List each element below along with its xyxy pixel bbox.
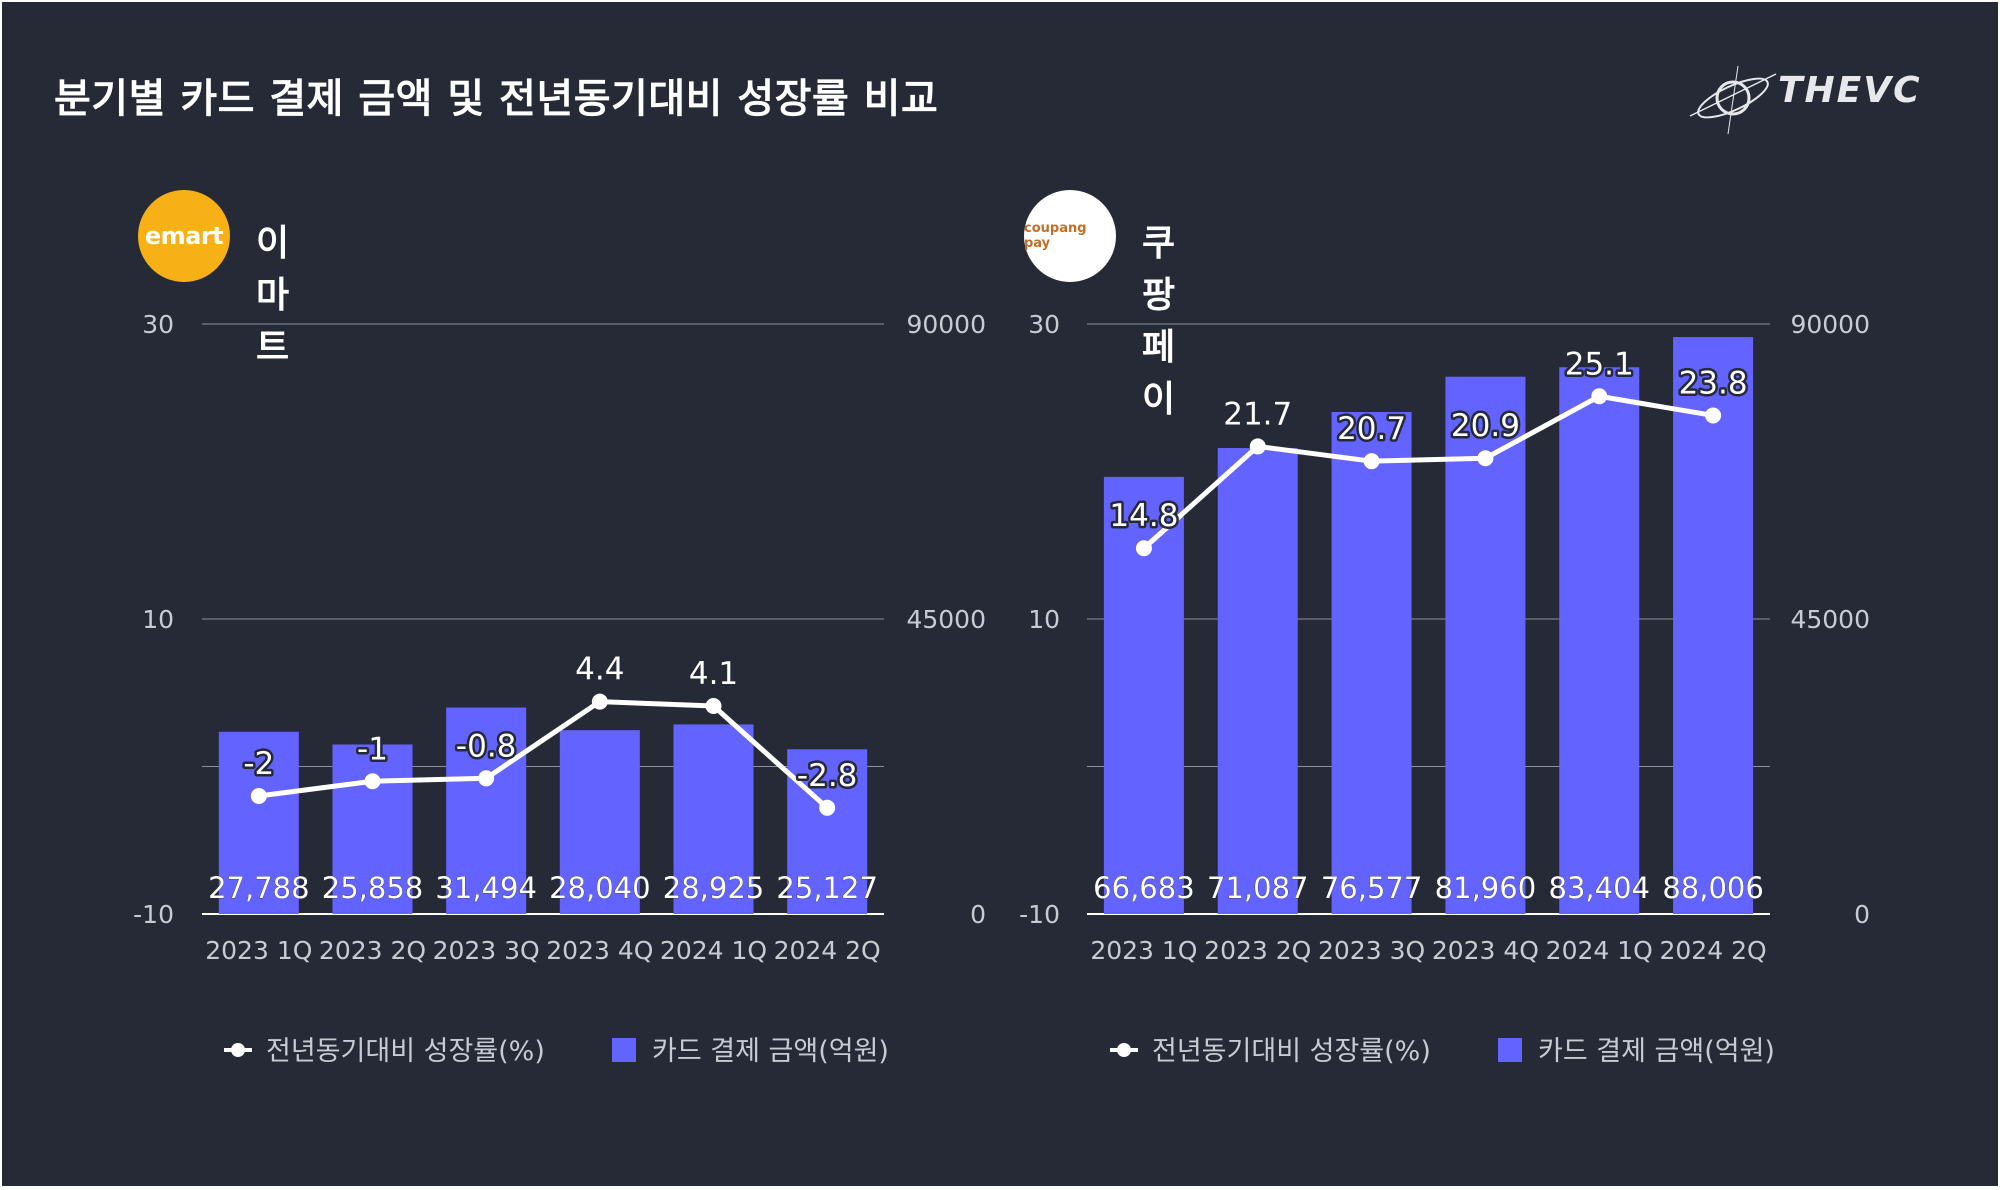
bar	[446, 707, 527, 914]
growth-value-label: -2	[243, 746, 274, 782]
growth-point	[1135, 540, 1152, 557]
legend-bar-swatch	[1498, 1038, 1522, 1062]
coupangpay-logo: coupang pay	[1024, 190, 1116, 282]
bar	[787, 749, 868, 914]
legend-bar-swatch	[612, 1038, 636, 1062]
growth-value-label: 20.7	[1337, 411, 1406, 447]
growth-point	[1477, 450, 1494, 467]
coupangpay-chart: 30 10 -10 90000 45000 0 66,683 71,087 76,577 81,9…	[1019, 310, 1870, 1067]
left-axis-tick: -10	[133, 900, 174, 929]
growth-value-label: 4.1	[689, 656, 738, 692]
growth-value-label: -2.8	[797, 758, 858, 794]
growth-point	[364, 773, 381, 790]
growth-value-label: 23.8	[1679, 365, 1748, 401]
x-category-label: 2024 1Q	[660, 936, 767, 965]
right-axis-tick: 0	[1854, 900, 1870, 929]
growth-point	[1363, 453, 1380, 470]
bar-value-label: 76,577	[1321, 871, 1422, 905]
emart-chart: 30 10 -10 90000 45000 0 27,788 25,858 31,494 28,0…	[133, 310, 986, 1067]
left-axis-tick: -10	[1019, 900, 1060, 929]
bar-value-label: 31,494	[435, 871, 536, 905]
left-axis-tick: 30	[1028, 310, 1060, 339]
bar	[1331, 411, 1412, 914]
growth-value-label: 4.4	[575, 652, 624, 688]
bar	[1559, 367, 1640, 914]
bar-value-label: 28,925	[663, 871, 764, 905]
bar-value-label: 27,788	[208, 871, 309, 905]
growth-value-label: -1	[357, 731, 388, 767]
x-category-label: 2023 1Q	[1090, 936, 1197, 965]
growth-value-label: 20.9	[1451, 408, 1520, 444]
x-category-label: 2023 2Q	[1204, 936, 1311, 965]
emart-logo: emart	[138, 190, 230, 282]
bar	[218, 731, 299, 914]
growth-value-label: -0.8	[456, 728, 517, 764]
growth-point	[705, 698, 722, 715]
panel-title-coupangpay: 쿠팡페이	[1142, 223, 1176, 420]
growth-point	[1705, 407, 1722, 424]
growth-line	[1142, 393, 1714, 551]
bar-value-label: 25,127	[776, 871, 877, 905]
legend-line-label: 전년동기대비 성장률(%)	[1152, 1036, 1431, 1067]
brand-name: THEVC	[1778, 70, 1922, 111]
bar	[332, 744, 413, 914]
right-axis-tick: 45000	[1790, 605, 1870, 634]
left-axis-tick: 30	[142, 310, 174, 339]
bar	[1673, 337, 1754, 914]
growth-point	[819, 799, 836, 816]
bar	[559, 730, 640, 914]
x-category-label: 2024 2Q	[774, 936, 881, 965]
legend-line-marker	[1117, 1043, 1131, 1057]
growth-point	[1591, 388, 1608, 405]
emart-logo-text: emart	[144, 222, 224, 250]
bar	[1445, 376, 1526, 914]
x-category-label: 2023 1Q	[205, 936, 312, 965]
bar-value-label: 25,858	[322, 871, 423, 905]
right-axis-tick: 0	[970, 900, 986, 929]
legend-bar-label: 카드 결제 금액(억원)	[1538, 1036, 1775, 1067]
bar-value-label: 83,404	[1549, 871, 1650, 905]
bar-value-label: 66,683	[1093, 871, 1194, 905]
brand-logo: THEVC	[1688, 58, 1948, 138]
growth-point	[478, 770, 495, 787]
legend-bar-label: 카드 결제 금액(억원)	[652, 1036, 889, 1067]
x-category-label: 2023 2Q	[319, 936, 426, 965]
legend-line-label: 전년동기대비 성장률(%)	[266, 1036, 545, 1067]
growth-value-label: 25.1	[1565, 346, 1634, 382]
growth-line	[258, 699, 829, 810]
panel-title-emart: 이마트	[256, 223, 290, 368]
bar-value-label: 88,006	[1662, 871, 1763, 905]
x-category-label: 2023 4Q	[546, 936, 653, 965]
orbit-icon	[1689, 65, 1777, 135]
bar-value-label: 28,040	[549, 871, 650, 905]
x-category-label: 2024 2Q	[1660, 936, 1767, 965]
left-axis-tick: 10	[142, 605, 174, 634]
growth-value-label: 21.7	[1223, 396, 1292, 432]
bar	[673, 724, 754, 914]
legend-line-marker	[231, 1043, 245, 1057]
x-category-label: 2023 3Q	[433, 936, 540, 965]
bar-value-label: 71,087	[1207, 871, 1308, 905]
growth-point	[1249, 438, 1266, 455]
x-category-label: 2023 3Q	[1318, 936, 1425, 965]
x-category-label: 2024 1Q	[1546, 936, 1653, 965]
right-axis-tick: 90000	[1790, 310, 1870, 339]
x-category-label: 2023 4Q	[1432, 936, 1539, 965]
growth-point	[250, 788, 267, 804]
bar	[1217, 447, 1298, 914]
right-axis-tick: 90000	[906, 310, 986, 339]
page-title: 분기별 카드 결제 금액 및 전년동기대비 성장률 비교	[54, 76, 939, 122]
growth-point	[591, 693, 608, 710]
growth-value-label: 14.8	[1109, 498, 1178, 534]
coupangpay-logo-text: coupang pay	[1024, 221, 1087, 251]
bar-value-label: 81,960	[1435, 871, 1536, 905]
left-axis-tick: 10	[1028, 605, 1060, 634]
right-axis-tick: 45000	[906, 605, 986, 634]
